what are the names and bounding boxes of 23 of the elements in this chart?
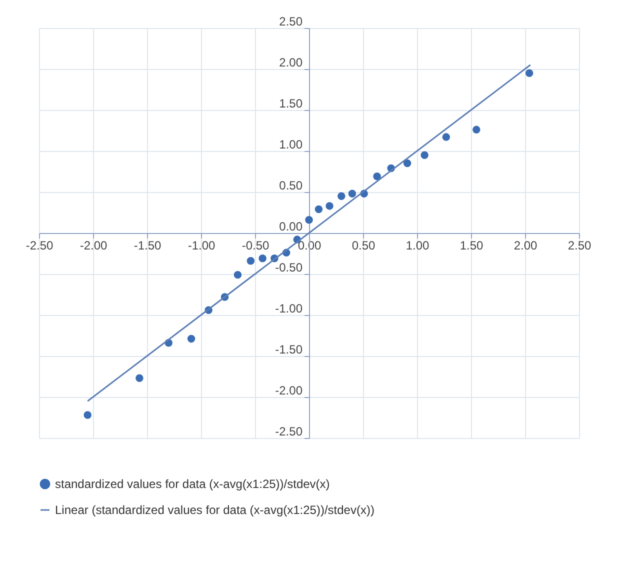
legend-label: Linear (standardized values for data (x-avg(x1:25))/stdev(x)): [55, 503, 374, 517]
x-tick-label: 2.50: [568, 238, 592, 252]
y-tick-label: -1.00: [275, 302, 303, 316]
y-tick-label: -0.50: [275, 260, 303, 274]
y-tick-label: 2.50: [279, 14, 303, 28]
y-tick-label: 1.50: [279, 96, 303, 110]
x-tick-label: 0.50: [352, 238, 376, 252]
x-tick-label: -1.00: [188, 238, 216, 252]
x-tick-label: -2.00: [80, 238, 108, 252]
x-tick-label: -2.50: [26, 238, 54, 252]
x-tick-label: -1.50: [134, 238, 162, 252]
y-tick-label: 0.50: [279, 178, 303, 192]
x-tick-label: 1.50: [460, 238, 484, 252]
y-tick-label: 1.00: [279, 138, 303, 152]
y-tick-label: -2.00: [275, 384, 303, 398]
y-tick-label: 0.00: [279, 220, 303, 234]
x-tick-label: -0.50: [242, 238, 270, 252]
y-tick-label: 2.00: [279, 56, 303, 70]
y-tick-label: -1.50: [275, 342, 303, 356]
y-tick-label: -2.50: [275, 424, 303, 438]
x-tick-label: 2.00: [514, 238, 538, 252]
legend-label: standardized values for data (x-avg(x1:25))/stdev(x): [55, 477, 330, 491]
x-tick-label: 1.00: [406, 238, 430, 252]
